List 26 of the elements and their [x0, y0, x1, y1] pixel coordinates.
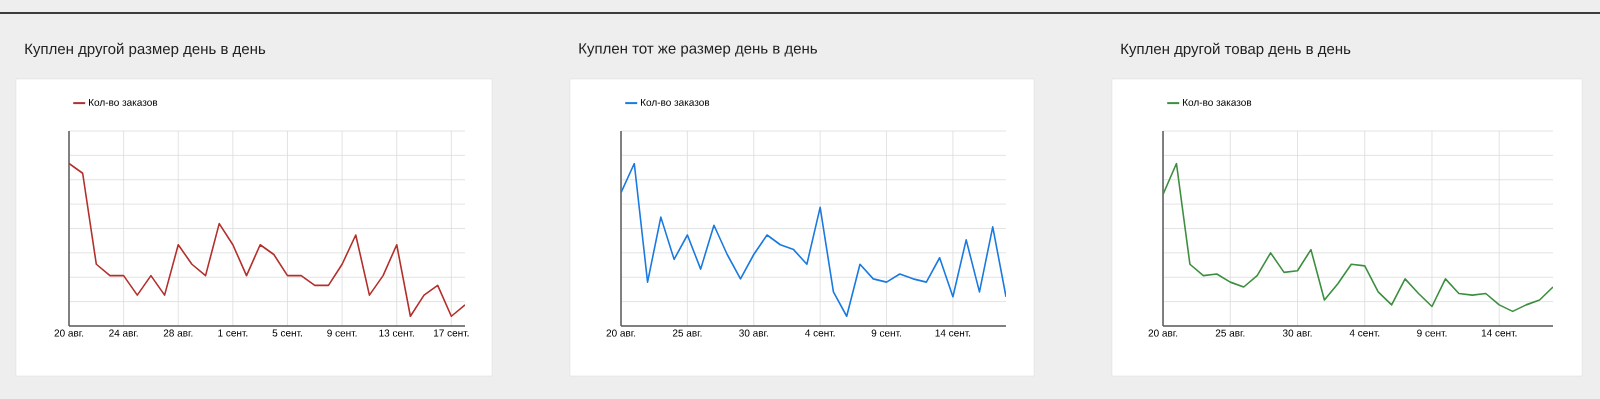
- x-tick-label: 9 сент.: [1417, 329, 1447, 337]
- x-tick-label: 20 авг.: [54, 329, 84, 337]
- chart-title: Куплен другой размер день в день: [25, 42, 266, 58]
- legend-label: Кол-во заказов: [89, 98, 158, 106]
- x-tick-label: 20 авг.: [1148, 329, 1178, 337]
- chart-title: Куплен другой товар день в день: [1121, 42, 1351, 58]
- x-tick-label: 5 сент.: [272, 329, 302, 337]
- x-tick-label: 4 сент.: [805, 329, 835, 337]
- x-tick-label: 9 сент.: [871, 329, 901, 337]
- x-tick-label: 13 сент.: [379, 329, 414, 337]
- x-tick-label: 9 сент.: [327, 329, 357, 337]
- x-tick-label: 1 сент.: [218, 329, 248, 337]
- x-tick-label: 25 авг.: [1215, 329, 1245, 337]
- x-tick-label: 30 авг.: [1282, 329, 1312, 337]
- x-tick-label: 25 авг.: [672, 329, 702, 337]
- x-tick-label: 24 авг.: [109, 329, 138, 337]
- x-tick-label: 28 авг.: [163, 329, 193, 337]
- chart-title: Куплен тот же размер день в день: [579, 43, 817, 57]
- x-tick-label: 14 сент.: [1481, 329, 1517, 337]
- legend-label: Кол-во заказов: [641, 98, 710, 106]
- x-tick-label: 20 авг.: [606, 329, 636, 337]
- x-tick-label: 30 авг.: [739, 329, 768, 337]
- x-tick-label: 14 сент.: [935, 329, 971, 337]
- x-tick-label: 17 сент.: [434, 329, 469, 337]
- x-tick-label: 4 сент.: [1349, 329, 1380, 337]
- legend-label: Кол-во заказов: [1183, 98, 1252, 106]
